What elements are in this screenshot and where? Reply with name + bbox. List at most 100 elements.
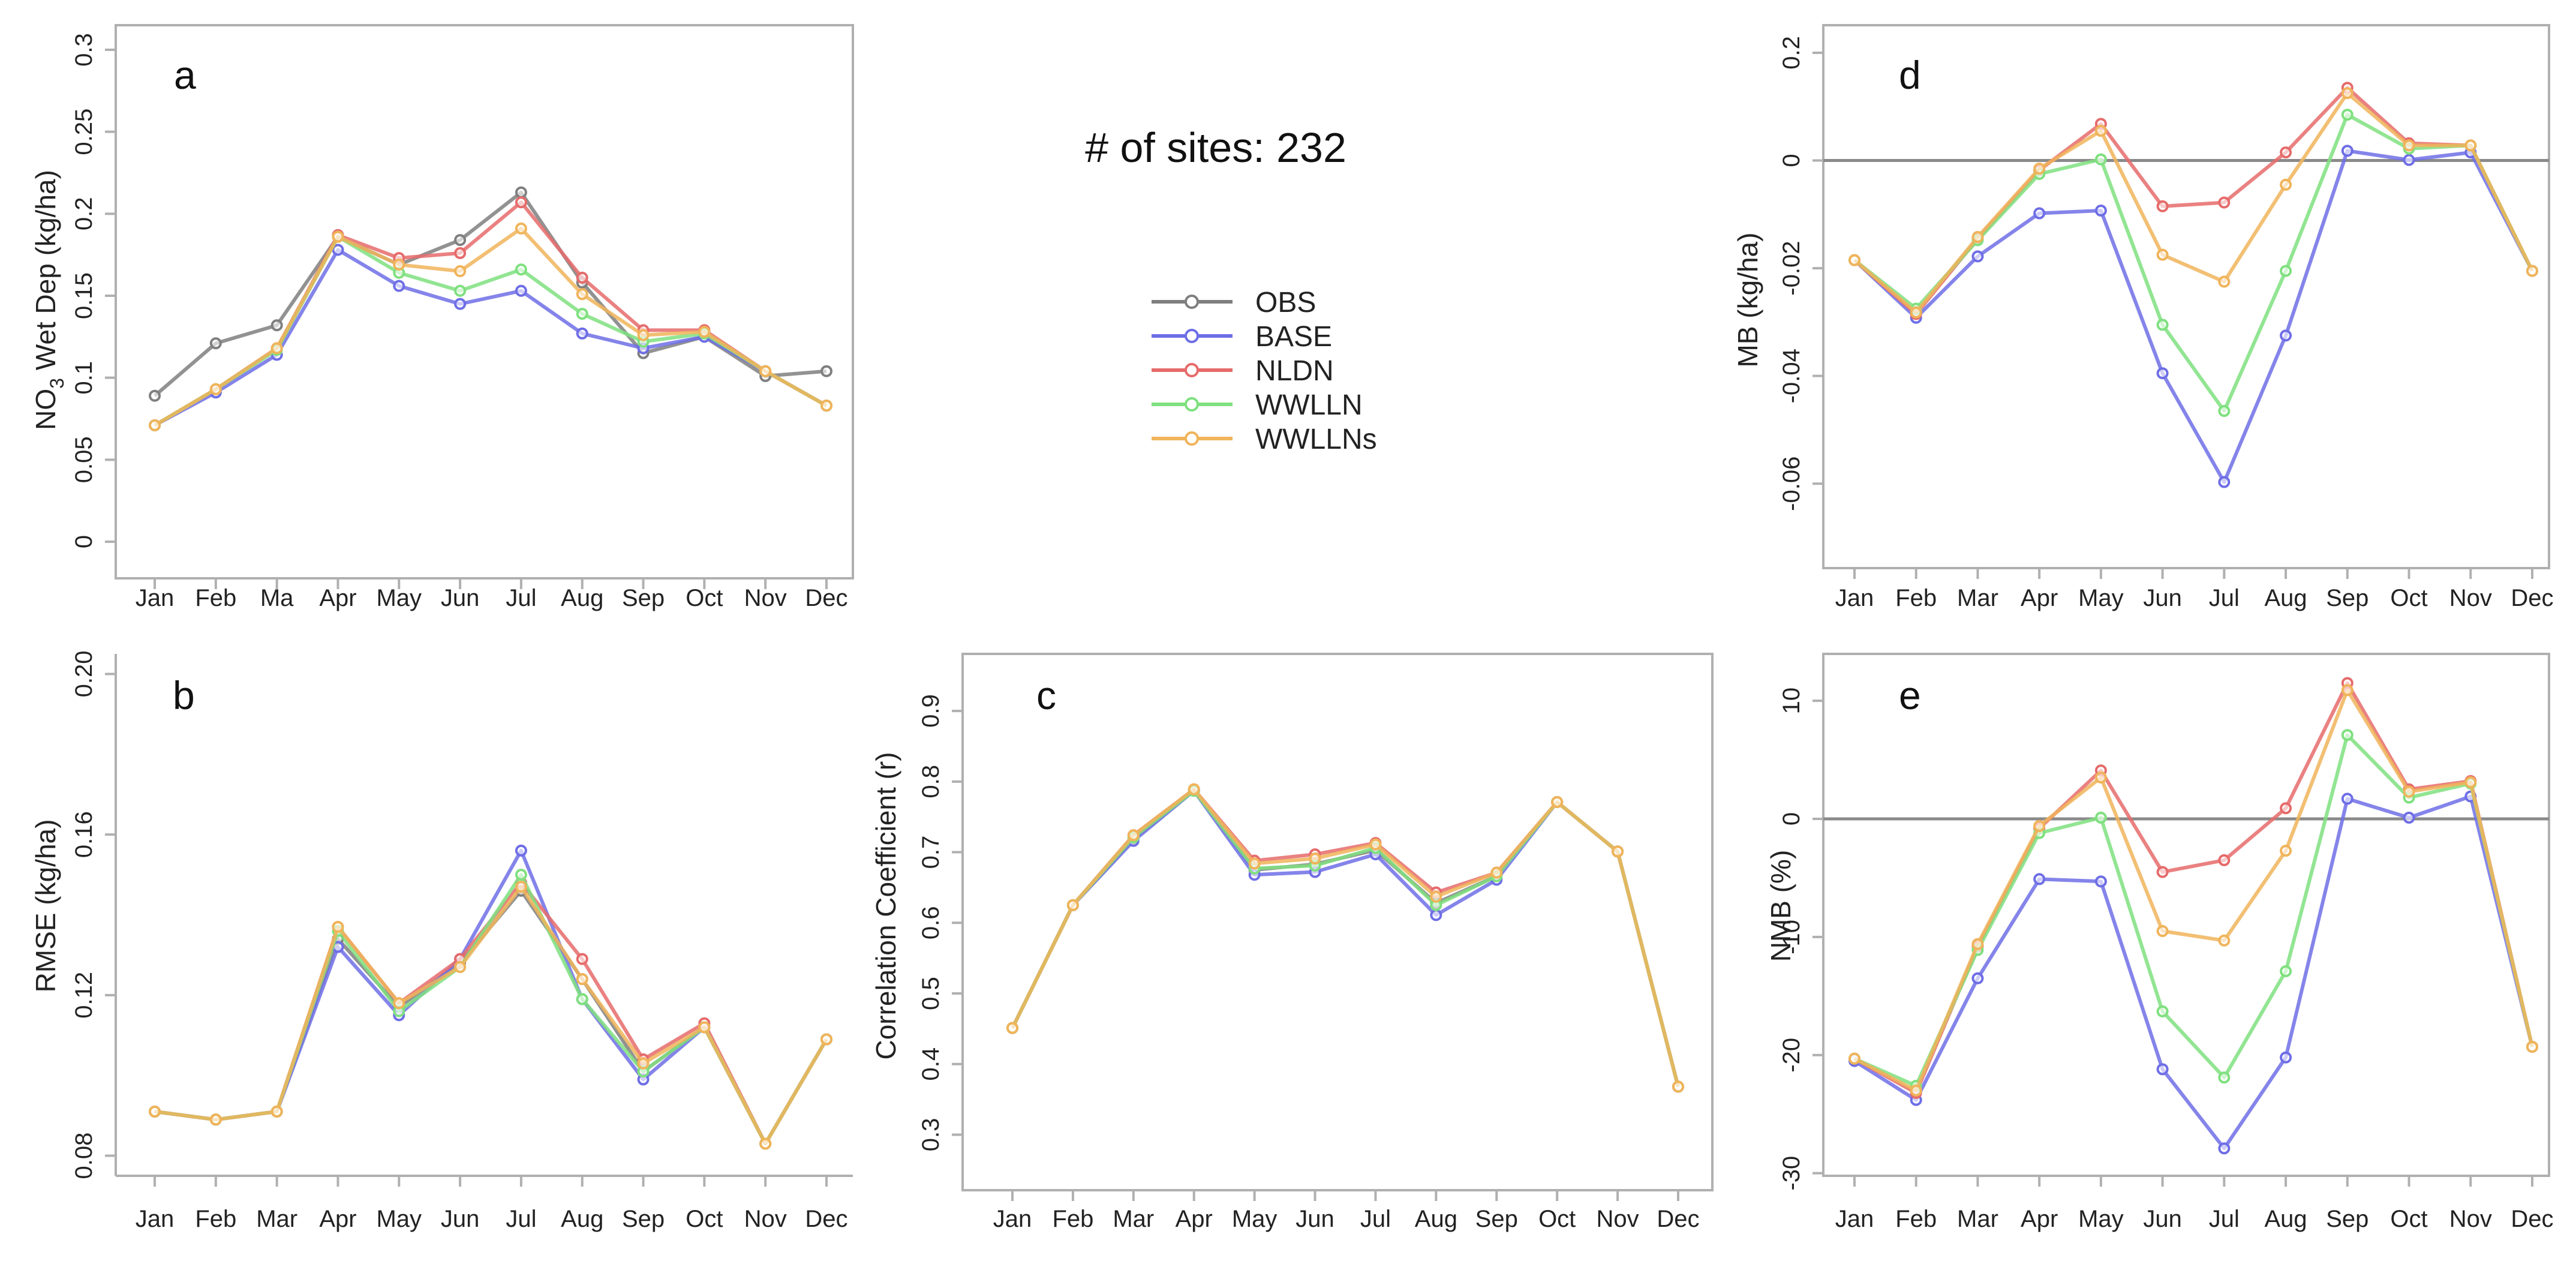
panel-d-point-base <box>2404 155 2414 165</box>
panel-a-xtick-label: Aug <box>561 585 603 611</box>
panel-e-xtick-label: Oct <box>2390 1206 2427 1232</box>
panel-b-point-wwllns <box>578 974 587 984</box>
panel-a-point-wwllns <box>761 367 770 376</box>
legend-label: WWLLNs <box>1255 424 1377 455</box>
panel-b-line-wwllns <box>155 887 826 1143</box>
panel-c-line-nldn <box>1012 789 1678 1087</box>
panel-d-ylabel: MB (kg/ha) <box>1732 233 1763 368</box>
panel-b-line-wwlln <box>155 875 826 1143</box>
panel-b-point-wwllns <box>333 922 342 932</box>
panel-e-point-wwlln <box>2158 1007 2168 1016</box>
panel-c: 0.30.40.50.60.70.80.9Jan Feb Mar Apr May Jun J… <box>870 654 1712 1232</box>
panel-c-xtick-label: Jul <box>1360 1206 1391 1232</box>
panel-c-point-wwllns <box>1370 840 1380 849</box>
panel-b-xtick-label: Jul <box>506 1206 536 1232</box>
panel-c-xtick-label: Sep <box>1475 1206 1518 1232</box>
panel-d-xtick-label: Sep <box>2326 585 2368 611</box>
legend-swatch-marker <box>1186 398 1198 410</box>
panel-e-point-wwllns <box>2034 821 2044 831</box>
panel-c-point-wwllns <box>1008 1023 1017 1033</box>
panel-a-point-wwllns <box>455 266 465 276</box>
sites-count-label: # of sites: 232 <box>1085 124 1346 171</box>
panel-d-point-wwllns <box>2404 140 2414 150</box>
panel-e-point-wwlln <box>2219 1073 2229 1082</box>
panel-a-point-obs <box>272 320 282 330</box>
panel-b-xtick-label: Jun <box>441 1206 480 1232</box>
panel-b-ylabel: RMSE (kg/ha) <box>30 819 61 993</box>
panel-b-point-wwllns <box>211 1115 221 1124</box>
panel-b-point-wwllns <box>394 998 404 1008</box>
panel-a: 00.050.10.150.20.250.3Jan Feb Ma Apr May Jun J… <box>30 25 853 611</box>
panel-e-point-wwllns <box>1973 939 1982 949</box>
panel-e-point-base <box>2404 813 2414 822</box>
panel-d-xtick-label: Jun <box>2143 585 2182 611</box>
panel-d-ytick-label: -0.06 <box>1778 457 1805 511</box>
panel-b-point-wwllns <box>455 962 465 972</box>
panel-c-ytick-label: 0.7 <box>918 836 944 869</box>
panel-a-point-obs <box>822 367 831 376</box>
panel-d-point-wwllns <box>1911 308 1921 317</box>
panel-e-point-nldn <box>2219 855 2229 865</box>
panel-b-xtick-label: Sep <box>622 1206 665 1232</box>
panel-e-xtick-label: May <box>2078 1206 2124 1232</box>
panel-e-line-nldn <box>1854 683 2532 1093</box>
panel-c-series-base <box>1008 786 1683 1091</box>
panel-e-point-base <box>1973 974 1982 983</box>
panel-d-series-base <box>1850 146 2537 487</box>
panel-e-ytick-label: 10 <box>1778 687 1805 714</box>
panel-a-point-wwllns <box>211 385 221 394</box>
panel-d: -0.06-0.04-0.0200.2Jan Feb Mar Apr May Jun Jul… <box>1732 25 2554 611</box>
panel-d-point-wwllns <box>2466 140 2475 150</box>
panel-a-point-base <box>394 281 404 291</box>
panel-b: 0.08 0.12 0.16 0.20 Jan Feb Mar Apr May Jun Jul Aug… <box>30 651 853 1232</box>
panel-a-point-nldn <box>455 248 465 258</box>
panel-a-point-wwllns <box>150 421 160 430</box>
panel-d-point-base <box>2219 478 2229 487</box>
panel-e-point-wwllns <box>1850 1054 1859 1064</box>
legend-label: BASE <box>1255 321 1332 353</box>
panel-d-point-base <box>2034 209 2044 218</box>
panel-d-point-nldn <box>2219 198 2229 208</box>
panel-c-xtick-label: Oct <box>1538 1206 1576 1232</box>
panel-b-xtick-label: Feb <box>195 1206 236 1232</box>
panel-c-series-obs <box>1008 786 1683 1091</box>
panel-d-point-wwlln <box>2158 320 2168 329</box>
panel-e-series-base <box>1850 792 2537 1154</box>
panel-a-point-wwllns <box>394 260 404 269</box>
panel-d-xtick-label: Mar <box>1957 585 1998 611</box>
panel-e-point-wwllns <box>2466 777 2475 787</box>
panel-d-point-base <box>2281 331 2291 340</box>
panel-b-ytick-label: 0.08 <box>71 1133 97 1179</box>
panel-d-point-wwllns <box>1973 232 1982 242</box>
panel-a-ytick-label: 0.25 <box>71 109 97 155</box>
panel-a-point-wwllns <box>516 224 526 233</box>
panel-a-point-wwllns <box>578 289 587 299</box>
panel-d-xtick-label: Oct <box>2390 585 2427 611</box>
panel-a-xtick-label: Sep <box>622 585 665 611</box>
panel-a-xtick-label: Jun <box>441 585 480 611</box>
panel-c-ytick-label: 0.4 <box>918 1047 944 1081</box>
panel-c-point-wwllns <box>1613 846 1622 856</box>
panel-d-point-wwllns <box>2034 164 2044 173</box>
panel-e-xtick-label: Feb <box>1895 1206 1937 1232</box>
panel-a-xtick-label: Oct <box>686 585 723 611</box>
panel-c-ylabel: Correlation Coefficient (r) <box>870 752 901 1059</box>
panel-b-point-wwllns <box>822 1034 831 1044</box>
panel-c-ytick-label: 0.6 <box>918 906 944 939</box>
panel-b-point-wwlln <box>578 995 587 1004</box>
panel-b-ytick-label: 0.20 <box>71 651 97 698</box>
panel-a-ytick-label: 0.05 <box>71 436 97 483</box>
panel-e-point-wwllns <box>2343 685 2352 695</box>
panel-b-point-wwllns <box>699 1022 709 1032</box>
panel-e-xtick-label: Sep <box>2326 1206 2368 1232</box>
panel-c-xtick-label: Feb <box>1052 1206 1093 1232</box>
panel-a-letter: a <box>174 53 196 97</box>
legend-item-wwllns: WWLLNs <box>1152 424 1377 455</box>
panel-d-point-nldn <box>2281 148 2291 157</box>
panel-e-point-nldn <box>2158 867 2168 877</box>
panel-b-point-wwllns <box>150 1107 160 1116</box>
panel-b-point-base <box>516 846 526 855</box>
panel-b-point-nldn <box>578 954 587 964</box>
panel-a-xtick-label: Jan <box>136 585 175 611</box>
panel-d-xtick-label: Jan <box>1835 585 1874 611</box>
